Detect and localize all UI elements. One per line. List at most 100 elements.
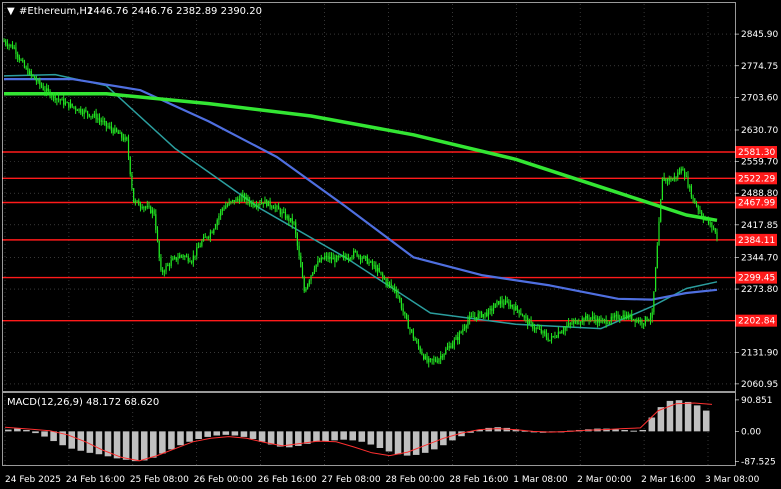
- candle-body: [64, 102, 67, 105]
- candle-body: [566, 325, 568, 328]
- candle-body: [293, 222, 295, 224]
- macd-histogram-bar: [394, 431, 402, 455]
- candle-body: [619, 318, 621, 320]
- time-tick-label: 25 Feb 08:00: [130, 475, 189, 485]
- candle-body: [467, 319, 469, 326]
- macd-histogram-bar: [693, 405, 701, 432]
- candle-body: [375, 265, 377, 271]
- candle-body: [39, 79, 41, 85]
- candle-body: [436, 361, 438, 363]
- macd-histogram-bar: [159, 431, 166, 454]
- candle-body: [133, 188, 135, 203]
- candle-body: [690, 186, 693, 198]
- candle-body: [233, 199, 235, 203]
- candle-body: [484, 312, 486, 315]
- candle-body: [237, 198, 239, 200]
- macd-readout: MACD(12,26,9) 48.172 68.620: [7, 397, 159, 408]
- candle-body: [172, 258, 174, 261]
- candle-body: [52, 94, 55, 97]
- candle-body: [503, 303, 505, 305]
- candle-body: [160, 257, 162, 271]
- candle-body: [590, 317, 592, 320]
- candle-body: [136, 200, 138, 202]
- candle-body: [138, 200, 140, 206]
- candle-body: [651, 312, 653, 318]
- candle-body: [491, 308, 493, 311]
- candle-body: [162, 270, 164, 273]
- macd-histogram-bar: [32, 431, 39, 434]
- candle-body: [677, 172, 679, 178]
- candle-body: [516, 306, 519, 310]
- macd-histogram-bar: [403, 431, 411, 456]
- candle-body: [124, 137, 126, 141]
- candle-body: [617, 314, 619, 319]
- candle-body: [533, 328, 536, 330]
- candle-body: [614, 315, 616, 318]
- candle-body: [707, 219, 710, 224]
- candle-body: [610, 316, 612, 322]
- candle-body: [441, 356, 443, 358]
- candle-body: [254, 206, 256, 208]
- candle-body: [153, 210, 155, 215]
- candle-body: [13, 47, 15, 49]
- candle-body: [170, 260, 172, 266]
- candle-body: [175, 257, 177, 261]
- candle-body: [51, 96, 53, 98]
- candle-body: [80, 108, 82, 113]
- candle-body: [131, 174, 133, 189]
- candle-body: [201, 240, 203, 246]
- level-label: 2384.11: [738, 236, 775, 246]
- candle-body: [443, 353, 445, 358]
- candle-body: [10, 44, 12, 46]
- candle-body: [179, 255, 181, 259]
- candle-body: [272, 207, 275, 209]
- candle-body: [100, 120, 102, 122]
- candle-body: [562, 330, 565, 332]
- candle-body: [433, 359, 435, 361]
- candle-body: [344, 255, 346, 258]
- candle-body: [284, 212, 287, 219]
- macd-histogram-bar: [204, 431, 211, 437]
- candle-body: [472, 316, 474, 318]
- candle-body: [318, 261, 321, 263]
- level-label: 2467.99: [738, 198, 775, 208]
- candle-body: [73, 106, 75, 108]
- macd-histogram-bar: [304, 431, 311, 444]
- macd-histogram-bar: [222, 431, 230, 435]
- header-arrow-icon[interactable]: ▼: [7, 6, 15, 17]
- candle-body: [561, 331, 563, 334]
- candle-body: [501, 300, 503, 304]
- candle-body: [27, 68, 29, 75]
- candle-body: [545, 333, 548, 338]
- candle-body: [653, 291, 655, 313]
- macd-histogram-bar: [113, 431, 121, 459]
- candle-body: [35, 79, 38, 82]
- time-tick-label: 2 Mar 16:00: [641, 475, 696, 485]
- candle-body: [252, 202, 254, 207]
- candle-body: [291, 218, 293, 224]
- candle-body: [600, 320, 602, 323]
- candle-body: [588, 318, 590, 320]
- macd-histogram-bar: [467, 431, 474, 433]
- macd-histogram-bar: [621, 429, 628, 432]
- candle-body: [191, 261, 193, 263]
- candle-body: [475, 316, 478, 319]
- candle-body: [462, 329, 464, 332]
- macd-histogram-bar: [639, 429, 647, 432]
- grid: [2, 4, 735, 466]
- macd-histogram-bar: [177, 431, 184, 446]
- candle-body: [221, 208, 223, 211]
- candle-body: [243, 194, 246, 200]
- candle-body: [283, 211, 285, 213]
- candle-body: [641, 320, 643, 325]
- candle-body: [481, 311, 483, 318]
- candle-body: [537, 327, 539, 329]
- candle-body: [97, 118, 99, 120]
- macd-histogram-bar: [702, 410, 710, 432]
- candle-body: [356, 251, 358, 257]
- candle-body: [423, 354, 425, 360]
- candle-body: [428, 358, 430, 363]
- candle-body: [276, 206, 278, 208]
- candle-body: [528, 321, 530, 325]
- candle-body: [668, 178, 670, 181]
